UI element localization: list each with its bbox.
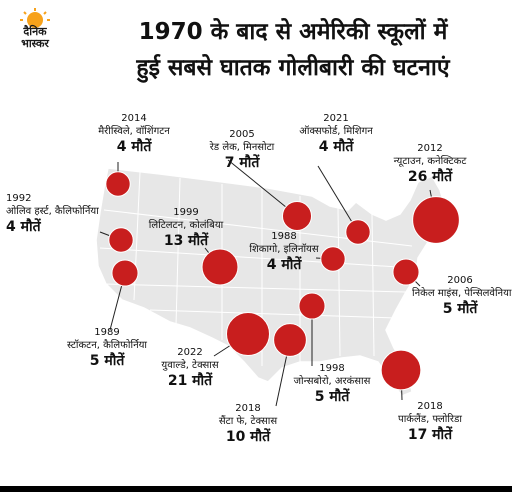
event-deaths: 21 मौतें [167, 373, 213, 389]
event-label-marysville: 2014 मैरीस्विले, वॉशिंगटन 4 मौतें [86, 112, 182, 156]
event-place: ओलिव हर्स्ट, कैलिफोर्निया [6, 206, 99, 217]
title-line-2: हुई सबसे घातक गोलीबारी की घटनाएं [136, 55, 450, 81]
event-place: रेड लेक, मिनसोटा [209, 142, 275, 153]
event-year: 2014 [121, 113, 147, 124]
event-place: युवाल्डे, टेक्सास [161, 360, 219, 371]
incident-bubble [226, 312, 270, 356]
dainik-bhaskar-logo [20, 8, 50, 28]
event-year: 2012 [417, 143, 443, 154]
event-place: शिकागो, इलिनॉयस [249, 244, 319, 255]
event-year: 2022 [177, 347, 203, 358]
event-deaths: 4 मौतें [318, 139, 354, 155]
logo-line-1: दैनिक [23, 25, 47, 38]
incident-bubble [108, 227, 134, 253]
event-deaths: 10 मौतें [225, 429, 271, 445]
event-deaths: 13 मौतें [163, 233, 209, 249]
event-year: 2005 [229, 129, 255, 140]
event-year: 2021 [323, 113, 349, 124]
event-deaths: 17 मौतें [407, 427, 453, 443]
incident-bubble [105, 171, 131, 197]
event-place: जोन्सबोरो, अरकंसास [293, 376, 371, 387]
incident-bubble [273, 323, 307, 357]
event-year: 1992 [6, 193, 32, 204]
event-year: 1989 [94, 327, 120, 338]
incident-bubble [281, 200, 313, 232]
logo-text: दैनिक भास्कर [6, 26, 64, 50]
event-deaths: 4 मौतें [266, 257, 302, 273]
event-label-chicago: 1988 शिकागो, इलिनॉयस 4 मौतें [246, 230, 322, 274]
event-place: लिटिलटन, कोलंबिया [148, 220, 224, 231]
event-label-littleton: 1999 लिटिलटन, कोलंबिया 13 मौतें [132, 206, 240, 250]
sun-icon [20, 8, 50, 28]
event-deaths: 4 मौतें [116, 139, 152, 155]
event-year: 2018 [417, 401, 443, 412]
event-label-nickel-mines: 2006 निकेल माइंस, पेन्सिलवेनिया 5 मौतें [412, 274, 512, 318]
event-label-uvalde: 2022 युवाल्डे, टेक्सास 21 मौतें [140, 346, 240, 390]
event-place: निकेल माइंस, पेन्सिलवेनिया [412, 288, 512, 299]
event-label-santa-fe: 2018 सैंटा फे, टेक्सास 10 मौतें [200, 402, 296, 446]
event-deaths: 7 मौतें [224, 155, 260, 171]
incident-bubble [412, 196, 460, 244]
event-label-olivehurst: 1992 ओलिव हर्स्ट, कैलिफोर्निया 4 मौतें [6, 192, 102, 236]
event-place: स्टॉकटन, कैलिफोर्निया [66, 340, 148, 351]
event-place: पार्कलैंड, फ्लोरिडा [398, 414, 462, 425]
event-label-parkland: 2018 पार्कलैंड, फ्लोरिडा 17 मौतें [372, 400, 488, 444]
event-place: मैरीस्विले, वॉशिंगटन [98, 126, 170, 137]
event-place: न्यूटाउन, कनेक्टिकट [393, 156, 467, 167]
event-year: 1988 [271, 231, 297, 242]
event-label-jonesboro: 1998 जोन्सबोरो, अरकंसास 5 मौतें [276, 362, 388, 406]
incident-bubble [298, 292, 326, 320]
event-year: 2018 [235, 403, 261, 414]
leader-line [317, 165, 359, 233]
event-deaths: 5 मौतें [89, 353, 125, 369]
logo-line-2: भास्कर [21, 37, 49, 50]
event-deaths: 26 मौतें [407, 169, 453, 185]
title-line-1: 1970 के बाद से अमेरिकी स्कूलों में [138, 19, 448, 45]
incident-bubble [392, 258, 420, 286]
event-deaths: 5 मौतें [442, 301, 478, 317]
event-place: सैंटा फे, टेक्सास [218, 416, 278, 427]
event-label-red-lake: 2005 रेड लेक, मिनसोटा 7 मौतें [194, 128, 290, 172]
incident-bubble [201, 248, 239, 286]
event-year: 2006 [447, 275, 473, 286]
event-label-stockton: 1989 स्टॉकटन, कैलिफोर्निया 5 मौतें [52, 326, 162, 370]
incident-bubble [320, 246, 346, 272]
incident-bubble [111, 259, 139, 287]
event-place: ऑक्सफोर्ड, मिशिगन [299, 126, 373, 137]
event-deaths: 4 मौतें [6, 219, 41, 235]
incident-bubble [345, 219, 371, 245]
footer-bar [0, 486, 512, 492]
event-year: 1999 [173, 207, 199, 218]
event-year: 1998 [319, 363, 345, 374]
incident-bubble [380, 349, 422, 391]
incident-bubbles [105, 171, 460, 391]
event-deaths: 5 मौतें [314, 389, 350, 405]
event-label-newtown: 2012 न्यूटाउन, कनेक्टिकट 26 मौतें [372, 142, 488, 186]
event-label-oxford: 2021 ऑक्सफोर्ड, मिशिगन 4 मौतें [296, 112, 376, 156]
